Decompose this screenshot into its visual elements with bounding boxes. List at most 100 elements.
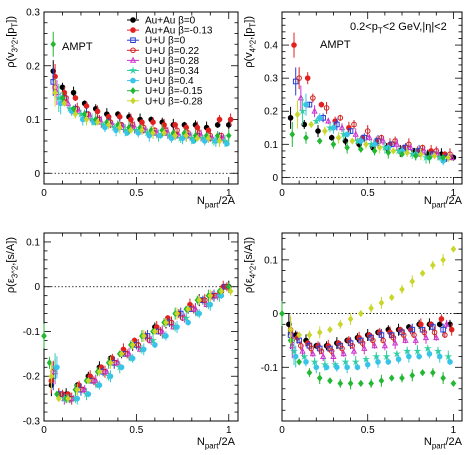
legend-marker [130,37,136,44]
data-point [96,382,103,388]
data-point [347,315,354,323]
data-point [390,334,397,341]
data-point [402,336,409,343]
data-point [125,350,133,357]
data-point [299,347,306,354]
x-tick-label: 1 [451,188,457,199]
data-point [225,132,232,140]
data-point [341,357,350,366]
data-point [337,115,344,121]
data-point [376,144,383,152]
data-point [403,346,412,355]
legend-marker [128,66,138,74]
data-point [152,342,158,348]
data-point [381,341,388,349]
data-point [361,354,371,363]
data-point [363,140,369,148]
data-point [434,150,442,157]
x-tick-label: 1 [226,188,232,199]
data-point [447,359,453,365]
data-point [361,344,368,351]
y-tick-label: 0 [34,282,40,293]
data-point [316,115,323,121]
y-tick-label: 0.3 [264,74,278,85]
data-point [318,348,325,354]
data-point [289,341,296,349]
data-point [358,145,364,153]
data-point [292,78,299,85]
data-point [433,346,443,355]
data-point [196,310,202,317]
data-point [54,390,60,398]
data-point [433,333,440,341]
panel-top-right: 0 0.5 1 0 0.1 0.2 0.3 0.4 Npart/2A ρ(v4^2,[pT]) 0.… [243,11,463,209]
y-axis-label: ρ(v3^2,[pT]) [5,16,19,68]
data-point [298,106,307,115]
data-point [85,377,92,385]
data-point [74,386,81,394]
data-point [102,124,108,131]
data-point [354,364,361,371]
legend-label: U+U β=0.34 [145,66,200,77]
data-point [129,355,136,362]
data-point [306,369,313,377]
data-point [70,89,77,96]
y-tick-label: 0.1 [26,237,40,248]
data-point [430,261,436,269]
legend-label: U+U β=0.22 [145,46,200,57]
data-point [392,339,399,346]
data-point [308,345,314,352]
data-point [81,385,88,393]
legend: Au+Au β=0Au+Au β=-0.13U+U β=0U+U β=0.22U… [127,16,213,107]
data-point [385,149,392,157]
data-point [225,283,232,291]
legend-marker [130,87,136,95]
data-point [349,137,356,145]
data-point [436,353,443,360]
data-point [388,293,395,302]
data-point [287,115,294,121]
data-point [351,121,357,128]
data-point [440,256,446,264]
data-point [303,359,309,365]
data-point [409,371,416,379]
data-point [320,352,327,359]
data-point [214,132,221,140]
data-point [450,245,457,253]
x-tick-label: 0 [279,425,285,436]
y-tick-label: 0 [34,169,40,180]
legend-label: Au+Au β=-0.13 [145,26,213,37]
data-point [135,342,142,348]
data-point [85,391,92,397]
legend-marker [130,77,136,84]
data-point [450,379,457,387]
data-point [150,129,156,137]
data-point [431,329,438,336]
data-point [174,310,180,318]
legend-marker [130,47,136,54]
data-point [311,107,318,114]
data-point [392,349,401,358]
data-point [361,134,368,141]
data-point [83,103,90,109]
x-tick-label: 0 [279,188,285,199]
data-point [196,296,203,304]
series-U+U-β=0.4 [292,345,453,374]
data-point [358,379,364,387]
data-point [448,326,455,333]
data-point [430,369,436,377]
data-point [41,332,47,340]
data-point [411,332,417,338]
legend-label: U+U β=0.4 [145,76,194,87]
legend-marker [130,27,136,33]
data-point [114,358,122,366]
y-tick-label: 0 [272,309,278,320]
data-point [61,99,68,107]
data-point [65,395,71,403]
data-point [390,147,397,155]
data-point [342,138,349,144]
data-point [436,321,443,328]
data-point [135,130,142,136]
data-point [358,138,364,144]
data-point [59,94,66,102]
